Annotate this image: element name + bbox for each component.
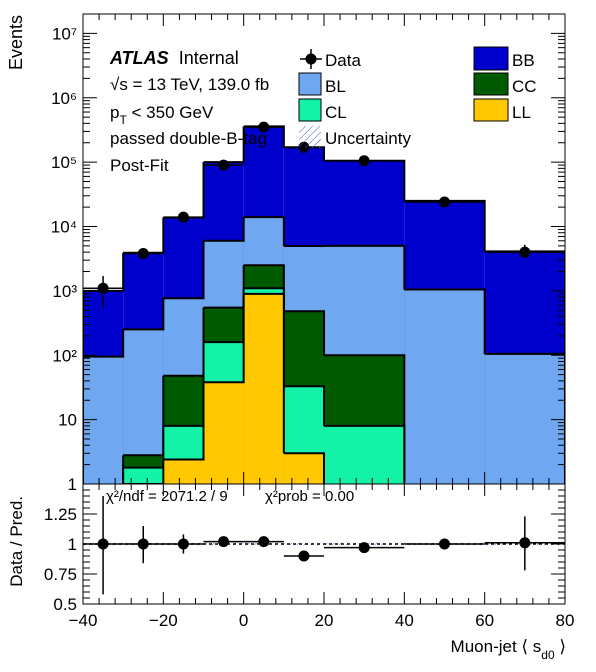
atlas-label: ATLAS <box>109 48 169 68</box>
legend-label-cc: CC <box>512 77 537 96</box>
ratio-point-1 <box>123 526 164 564</box>
bar-cl-6 <box>324 425 405 484</box>
data-point-8 <box>484 244 565 259</box>
ratio-panel: 0.5 0.75 1 1.25 −40 −20 0 20 40 60 80 χ²/ndf = 20… <box>7 483 575 662</box>
ratio-y-tick-label: 0.5 <box>53 595 77 614</box>
bar-ll-3 <box>203 382 244 484</box>
main-y-axis: 1 10 10² 10³ 10⁴ 10⁵ 10⁶ 10⁷ <box>51 24 565 494</box>
svg-text:ATLAS Internal: ATLAS Internal <box>109 48 239 68</box>
y-tick-label: 10³ <box>52 282 77 301</box>
legend-label-uncertainty: Uncertainty <box>325 129 411 148</box>
ratio-y-tick-label: 0.75 <box>44 565 77 584</box>
legend-swatch-bb <box>473 46 509 71</box>
bar-ll-2 <box>163 459 204 484</box>
annotation-block: ATLAS Internal √s = 13 TeV, 139.0 fb pT … <box>109 48 269 175</box>
bar-bl-7 <box>404 289 485 484</box>
y-tick-label: 10⁴ <box>51 218 77 237</box>
selection-label: passed double-B-tag <box>110 129 267 148</box>
y-tick-label: 10⁵ <box>51 153 77 172</box>
data-point-1 <box>123 248 164 260</box>
legend-entry-cl: CL <box>298 98 347 122</box>
legend-label-ll: LL <box>512 103 531 122</box>
data-point-3 <box>203 159 244 171</box>
x-axis-label: Muon-jet ⟨ sd0 ⟩ <box>451 637 566 662</box>
legend: Data BB BL CC CL LL Uncertainty <box>298 46 537 148</box>
legend-swatch-ll <box>473 98 509 122</box>
ratio-point-8 <box>484 516 565 571</box>
y-tick-label: 10⁶ <box>51 89 77 108</box>
ratio-point-5 <box>283 550 324 562</box>
legend-label-bl: BL <box>325 77 346 96</box>
chi2-ndf-label: χ²/ndf = 2071.2 / 9 <box>106 488 228 505</box>
legend-swatch-cc <box>473 72 509 96</box>
legend-entry-bb: BB <box>473 46 535 71</box>
y-tick-label: 10 <box>58 411 77 430</box>
bar-bl-0 <box>83 356 124 484</box>
data-point-7 <box>404 196 485 208</box>
y-axis-label: Events <box>6 15 26 70</box>
x-tick-label: 60 <box>475 611 494 630</box>
ratio-points <box>83 496 565 595</box>
legend-label-cl: CL <box>325 103 347 122</box>
x-tick-label: 80 <box>556 611 575 630</box>
y-tick-label: 1 <box>68 475 77 494</box>
internal-label: Internal <box>179 48 239 68</box>
energy-label: √s = 13 TeV, 139.0 fb <box>110 75 269 94</box>
bar-cl-1 <box>123 467 164 484</box>
legend-entry-data: Data <box>300 49 361 70</box>
x-tick-label: 20 <box>315 611 334 630</box>
data-point-2 <box>163 211 204 223</box>
main-panel: 1 10 10² 10³ 10⁴ 10⁵ 10⁶ 10⁷ Events <box>6 13 566 494</box>
legend-entry-ll: LL <box>473 98 531 122</box>
x-tick-label: 0 <box>239 611 248 630</box>
bar-ll-4 <box>243 293 284 484</box>
legend-label-bb: BB <box>512 51 535 70</box>
legend-entry-bl: BL <box>298 72 346 96</box>
bar-ll-5 <box>283 453 324 484</box>
legend-swatch-cl <box>298 98 322 122</box>
legend-label-data: Data <box>325 51 361 70</box>
stacked-histogram <box>83 125 565 484</box>
ratio-point-6 <box>324 542 405 554</box>
x-axis: −40 −20 0 20 40 60 80 <box>69 484 575 630</box>
data-point-6 <box>324 155 405 167</box>
ratio-point-3 <box>203 536 244 548</box>
bar-bl-8 <box>484 353 565 484</box>
ratio-point-4 <box>243 536 284 548</box>
ratio-y-axis: 0.5 0.75 1 1.25 <box>44 489 565 614</box>
outline-bl <box>83 216 565 484</box>
legend-swatch-bl <box>298 72 322 96</box>
legend-swatch-uncertainty <box>299 126 321 148</box>
ratio-point-7 <box>404 538 485 550</box>
ratio-y-tick-label: 1 <box>68 535 77 554</box>
x-tick-label: 40 <box>395 611 414 630</box>
ratio-y-tick-label: 1.25 <box>44 505 77 524</box>
outline-ll <box>123 292 325 484</box>
y-tick-label: 10⁷ <box>52 24 77 43</box>
ratio-point-2 <box>163 534 204 554</box>
x-tick-label: −40 <box>69 611 98 630</box>
data-point-0 <box>83 276 124 308</box>
legend-entry-cc: CC <box>473 72 537 96</box>
fit-label: Post-Fit <box>110 156 169 175</box>
ratio-y-axis-label: Data / Pred. <box>7 496 26 587</box>
chi2-prob-label: χ²prob = 0.00 <box>265 488 354 505</box>
y-tick-label: 10² <box>52 346 77 365</box>
pt-cut-label: pT < 350 GeV <box>110 103 214 127</box>
data-point-4 <box>243 121 284 133</box>
main-x-ticks <box>82 14 566 484</box>
legend-entry-uncertainty: Uncertainty <box>299 126 411 148</box>
x-tick-label: −20 <box>149 611 178 630</box>
